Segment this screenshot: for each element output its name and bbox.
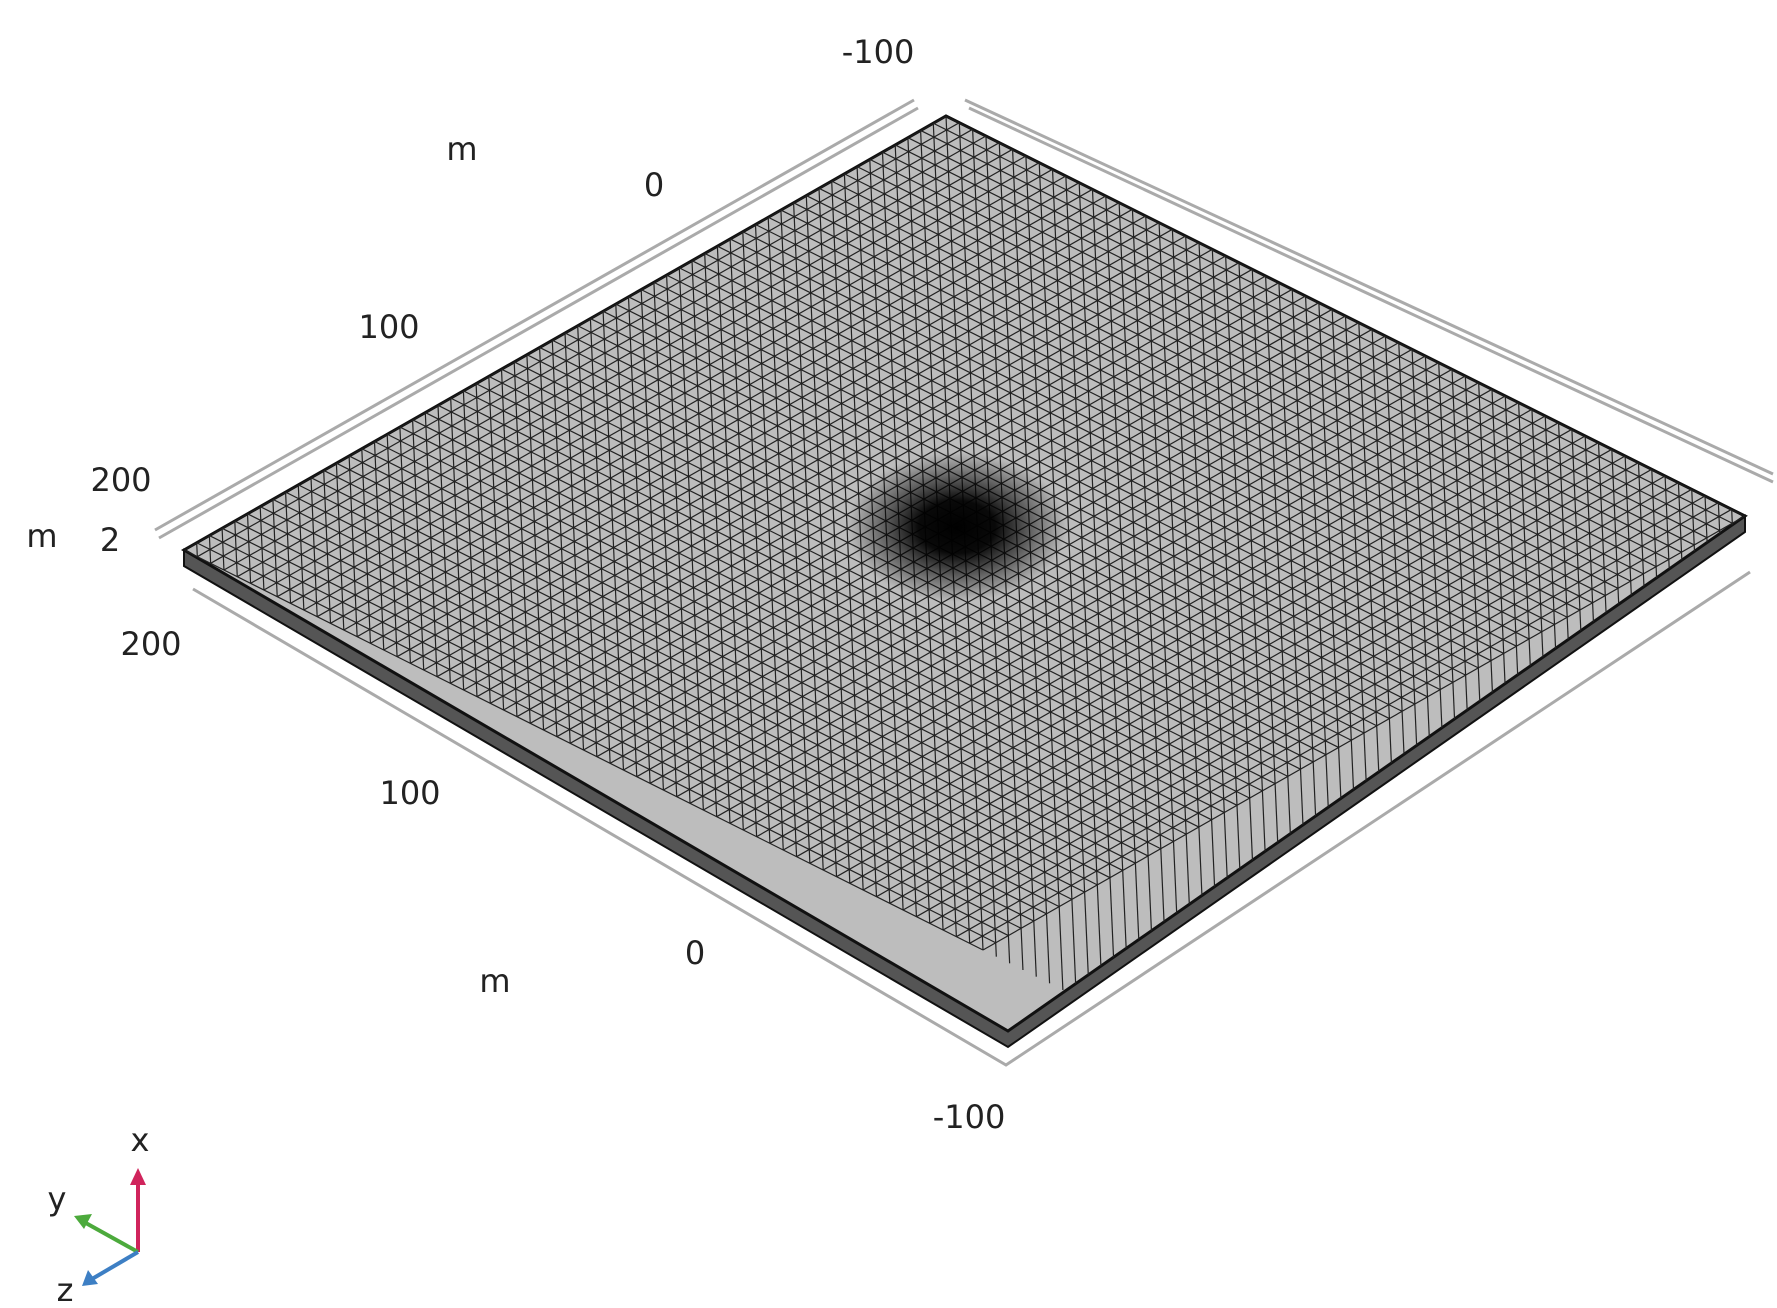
axis-label: -100 xyxy=(842,33,915,71)
axis-label: 0 xyxy=(685,934,705,972)
mesh-edge xyxy=(1745,516,1777,1308)
triad-x-head xyxy=(130,1168,146,1185)
mesh-edge xyxy=(1705,496,1742,1308)
triad-label: z xyxy=(57,1271,74,1308)
mesh-edge xyxy=(1732,509,1769,1308)
triad-z xyxy=(92,1252,138,1279)
mesh-edge xyxy=(174,0,211,563)
triad-label: x xyxy=(131,1121,150,1159)
mesh-edge xyxy=(187,0,224,570)
mesh-edge xyxy=(1692,489,1729,1308)
graphics-view: -100 0 100 200 m m 2 200 100 0 -100 m x … xyxy=(0,0,1777,1308)
mesh-edge xyxy=(160,0,197,557)
axis-label: 100 xyxy=(379,774,440,812)
mesh-refinement xyxy=(847,452,1067,602)
axis-label: 0 xyxy=(644,166,664,204)
axis-label: 100 xyxy=(358,308,419,346)
mesh-edge xyxy=(1665,476,1702,1308)
mesh-edge xyxy=(227,0,264,590)
axis-unit: m xyxy=(26,517,57,555)
mesh-edge xyxy=(1718,503,1755,1308)
axis-unit: m xyxy=(479,962,510,1000)
triad-label: y xyxy=(48,1180,67,1218)
axis-label: 200 xyxy=(120,625,181,663)
axis-unit: m xyxy=(446,130,477,168)
axis-triad xyxy=(74,1168,146,1286)
mesh-edge xyxy=(200,0,237,577)
page: -100 0 100 200 m m 2 200 100 0 -100 m x … xyxy=(0,0,1777,1308)
triad-y xyxy=(84,1222,138,1252)
axis-label: -100 xyxy=(933,1098,1006,1136)
axis-label: 200 xyxy=(90,461,151,499)
mesh-edge xyxy=(147,0,184,550)
axis-label: 2 xyxy=(100,521,120,559)
